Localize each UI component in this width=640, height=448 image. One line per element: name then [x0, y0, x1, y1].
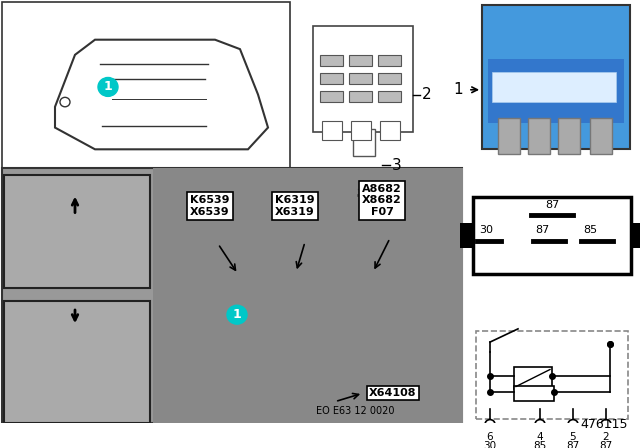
Bar: [320, 73, 343, 84]
Circle shape: [98, 78, 118, 96]
Bar: [514, 386, 554, 401]
Circle shape: [227, 305, 247, 324]
Bar: [313, 26, 413, 132]
Bar: [378, 91, 401, 102]
Bar: [514, 366, 552, 389]
Text: 6: 6: [486, 432, 493, 442]
Text: 3: 3: [392, 158, 402, 173]
Text: 30: 30: [483, 441, 497, 448]
Text: 1: 1: [104, 81, 113, 94]
Bar: [558, 118, 580, 154]
Bar: [378, 73, 401, 84]
Bar: [4, 301, 150, 423]
Bar: [351, 121, 371, 140]
Bar: [349, 55, 372, 66]
Bar: [528, 118, 550, 154]
Bar: [460, 223, 473, 248]
Bar: [380, 121, 400, 140]
Text: 476115: 476115: [580, 418, 628, 431]
Bar: [492, 72, 616, 102]
Bar: [320, 55, 343, 66]
Bar: [349, 73, 372, 84]
Text: 87: 87: [600, 441, 612, 448]
Text: EO E63 12 0020: EO E63 12 0020: [316, 406, 394, 416]
Bar: [631, 223, 640, 248]
Bar: [378, 55, 401, 66]
Text: 2: 2: [603, 432, 609, 442]
Bar: [2, 168, 462, 423]
Bar: [320, 91, 343, 102]
Text: 5: 5: [570, 432, 576, 442]
Bar: [153, 168, 463, 423]
Bar: [322, 121, 342, 140]
Text: X64108: X64108: [369, 388, 417, 398]
Bar: [476, 331, 628, 418]
Text: 1: 1: [453, 82, 463, 97]
Bar: [590, 118, 612, 154]
Bar: [482, 5, 630, 149]
Text: 87: 87: [545, 200, 559, 211]
Text: 87: 87: [535, 224, 549, 235]
Text: 85: 85: [533, 441, 547, 448]
Bar: [4, 175, 150, 288]
Bar: [473, 197, 631, 274]
Text: 2: 2: [422, 87, 431, 102]
Bar: [2, 2, 290, 168]
Text: 4: 4: [537, 432, 543, 442]
Bar: [353, 129, 375, 156]
Text: 87: 87: [566, 441, 580, 448]
Text: A8682
X8682
F07: A8682 X8682 F07: [362, 184, 402, 217]
Text: 85: 85: [583, 224, 597, 235]
Text: 1: 1: [232, 308, 241, 321]
Text: K6319
X6319: K6319 X6319: [275, 195, 315, 217]
Bar: [498, 118, 520, 154]
Text: 30: 30: [479, 224, 493, 235]
Bar: [349, 91, 372, 102]
Bar: [488, 59, 624, 123]
Text: K6539
X6539: K6539 X6539: [190, 195, 230, 217]
